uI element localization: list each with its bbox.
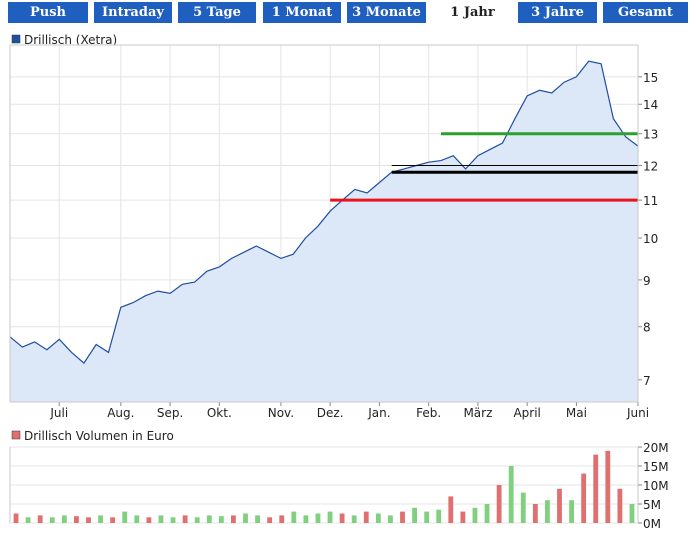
bar xyxy=(629,504,635,523)
bar xyxy=(170,517,176,523)
bar xyxy=(545,500,550,523)
bar xyxy=(605,450,611,523)
bar xyxy=(581,473,587,523)
legend-label: Drillisch Volumen in Euro xyxy=(24,429,174,443)
bar xyxy=(86,517,91,523)
x-tick-label: Aug. xyxy=(107,406,134,420)
bar xyxy=(400,511,405,523)
bar xyxy=(61,515,67,523)
bar xyxy=(25,517,31,523)
bar xyxy=(206,515,212,523)
bar xyxy=(158,515,164,523)
legend-label: Drillisch (Xetra) xyxy=(24,33,117,47)
bar xyxy=(496,485,502,523)
bar xyxy=(532,504,538,523)
bar xyxy=(436,509,442,523)
bar xyxy=(49,517,55,523)
bar xyxy=(37,515,43,523)
x-tick-label: März xyxy=(463,406,492,420)
bar xyxy=(110,517,116,523)
tab[interactable]: 1 Jahr xyxy=(433,2,512,23)
bar xyxy=(472,507,478,523)
legend-swatch xyxy=(11,430,21,440)
x-tick-label: Sep. xyxy=(157,406,183,420)
bar xyxy=(267,517,273,523)
x-tick-label: Juni xyxy=(626,406,649,420)
bar xyxy=(520,492,526,523)
bar xyxy=(255,515,260,523)
tab[interactable]: 5 Tage xyxy=(178,2,256,23)
bar xyxy=(508,466,514,523)
y-tick-label: 10M xyxy=(643,479,669,493)
tab-bar: Push Intraday 5 Tage 1 Monat 3 Monate 1 Jahr 3… xyxy=(0,2,696,24)
tab[interactable]: Push xyxy=(8,2,88,23)
plot-border xyxy=(9,44,639,403)
bar xyxy=(182,515,188,523)
y-tick-label: 10 xyxy=(643,232,658,246)
x-tick-label: Jan. xyxy=(367,406,390,420)
x-tick-label: Okt. xyxy=(207,406,232,420)
line xyxy=(9,60,639,365)
bar xyxy=(617,488,623,523)
bar xyxy=(375,513,381,523)
bar xyxy=(448,496,454,523)
bar xyxy=(279,515,285,523)
y-tick-label: 7 xyxy=(643,374,651,388)
y-tick-label: 20M xyxy=(643,441,669,455)
bar xyxy=(388,515,393,523)
area xyxy=(10,61,638,402)
tab[interactable]: Intraday xyxy=(94,2,172,23)
y-tick-label: 8 xyxy=(643,321,651,335)
tab[interactable]: Gesamt xyxy=(603,2,688,23)
bar xyxy=(363,511,369,523)
bar xyxy=(13,513,19,523)
bar xyxy=(315,513,321,523)
bar xyxy=(569,500,574,523)
x-tick-label: Juli xyxy=(49,406,68,420)
y-tick-label: 15M xyxy=(643,460,669,474)
bar xyxy=(484,504,490,523)
bar xyxy=(243,513,248,523)
bar xyxy=(460,511,466,523)
bar xyxy=(218,516,224,523)
bar xyxy=(74,516,79,523)
bar xyxy=(231,515,236,523)
bar xyxy=(593,454,599,523)
bar xyxy=(146,517,152,523)
x-tick-label: Dez. xyxy=(317,406,344,420)
bar xyxy=(98,515,103,523)
x-tick-label: Nov. xyxy=(268,406,294,420)
legend-swatch xyxy=(11,34,21,44)
y-tick-label: 15 xyxy=(643,71,658,85)
bar xyxy=(424,511,430,523)
y-tick-label: 0M xyxy=(643,517,661,531)
x-tick-label: Mai xyxy=(566,406,587,420)
bar xyxy=(339,513,345,523)
bar xyxy=(194,517,200,523)
x-tick-label: April xyxy=(513,406,540,420)
tab[interactable]: 3 Jahre xyxy=(518,2,597,23)
bar xyxy=(351,515,357,523)
bar xyxy=(327,511,333,523)
y-tick-label: 5M xyxy=(643,498,661,512)
bar xyxy=(134,515,140,523)
y-tick-label: 12 xyxy=(643,160,658,174)
bar xyxy=(291,511,297,523)
x-tick-label: Feb. xyxy=(416,406,441,420)
y-tick-label: 9 xyxy=(643,274,651,288)
y-tick-label: 11 xyxy=(643,194,658,208)
y-tick-label: 14 xyxy=(643,98,658,112)
y-tick-label: 13 xyxy=(643,128,658,142)
bar xyxy=(122,511,128,523)
tab[interactable]: 3 Monate xyxy=(347,2,426,23)
bar xyxy=(557,488,562,523)
bar xyxy=(412,507,417,523)
bar xyxy=(303,515,309,523)
tab[interactable]: 1 Monat xyxy=(263,2,341,23)
